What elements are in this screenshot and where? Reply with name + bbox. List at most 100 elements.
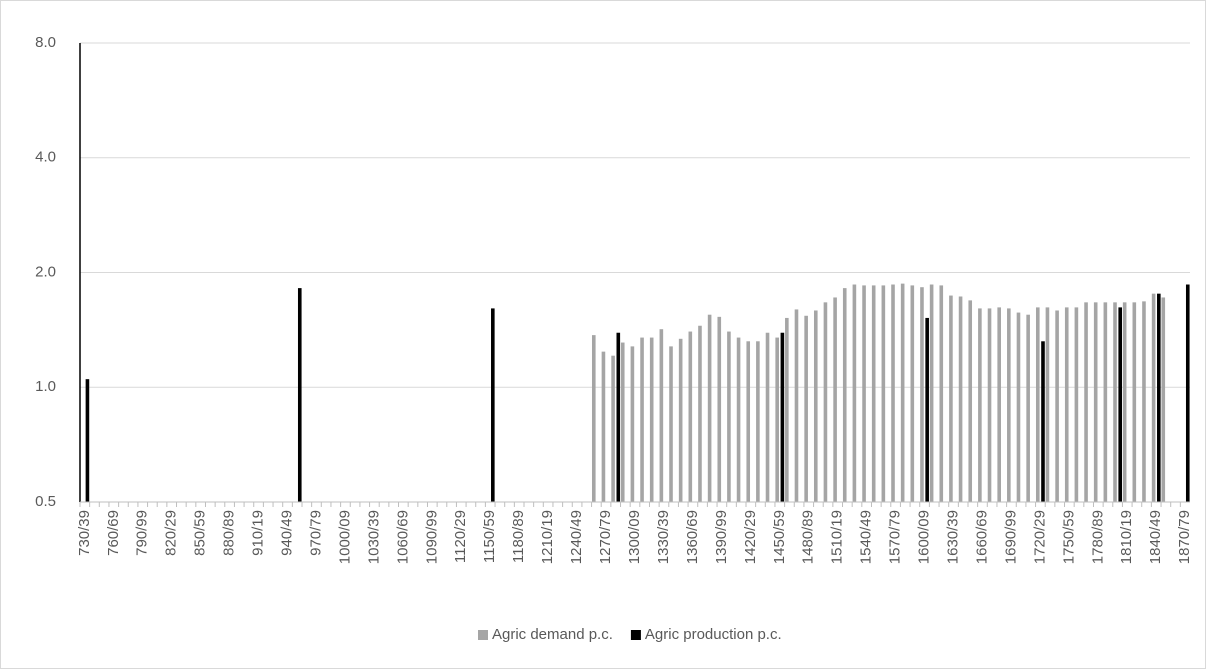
- bar: [794, 309, 799, 502]
- legend-label: Agric production p.c.: [645, 626, 782, 643]
- bar: [717, 316, 722, 502]
- bar: [756, 341, 760, 502]
- bar: [1161, 297, 1166, 502]
- bar: [881, 285, 886, 502]
- x-tick-label: 1570/79: [887, 510, 904, 564]
- y-tick-label: 2.0: [35, 263, 56, 280]
- x-tick-label: 1870/79: [1176, 510, 1193, 564]
- bar: [1113, 302, 1117, 502]
- bar: [1007, 308, 1011, 502]
- x-tick-label: 1090/99: [423, 510, 440, 564]
- x-tick-label: 730/39: [76, 510, 93, 556]
- bar: [1055, 310, 1059, 502]
- bar: [678, 338, 683, 502]
- bar: [1041, 341, 1045, 502]
- bar: [1151, 293, 1156, 502]
- bar: [939, 285, 944, 502]
- x-tick-label: 820/29: [163, 510, 180, 556]
- bar: [852, 284, 857, 502]
- x-tick-label: 1030/39: [365, 510, 382, 564]
- bar: [804, 315, 808, 502]
- bar: [813, 310, 818, 502]
- bar: [491, 308, 495, 502]
- x-tick-label: 1600/09: [916, 510, 933, 564]
- x-tick-label: 880/89: [221, 510, 238, 556]
- bar: [862, 285, 866, 502]
- legend-swatch: [630, 630, 641, 640]
- x-tick-label: 1840/49: [1147, 510, 1164, 564]
- y-tick-label: 8.0: [35, 34, 56, 51]
- bar: [1093, 302, 1098, 502]
- x-tick-label: 1420/29: [742, 510, 759, 564]
- bar: [891, 284, 895, 502]
- bar: [775, 337, 779, 502]
- x-tick-label: 1240/49: [568, 510, 585, 564]
- x-tick-label: 1270/79: [597, 510, 614, 564]
- bar: [1103, 302, 1108, 502]
- bar: [997, 307, 1001, 502]
- bar: [1084, 302, 1088, 502]
- x-tick-label: 1660/69: [973, 510, 990, 564]
- bar: [925, 317, 929, 502]
- bar: [842, 288, 847, 502]
- x-tick-label: 1120/29: [452, 510, 469, 563]
- bar: [780, 332, 785, 502]
- bar: [1122, 302, 1127, 502]
- bar: [688, 331, 693, 502]
- x-tick-label: 850/59: [192, 510, 209, 556]
- bar: [640, 337, 644, 502]
- x-tick-label: 1390/99: [713, 510, 730, 564]
- x-tick-label: 1060/69: [394, 510, 411, 564]
- bar: [591, 335, 596, 502]
- x-tick-label: 790/99: [134, 510, 151, 556]
- bar: [871, 285, 876, 502]
- bar: [1045, 307, 1050, 502]
- bar: [900, 283, 905, 502]
- bar: [1157, 293, 1161, 502]
- bar: [1074, 307, 1079, 502]
- x-tick-label: 1000/09: [336, 510, 353, 564]
- x-tick-label: 1150/59: [481, 510, 498, 563]
- bar: [1026, 314, 1030, 502]
- bar: [85, 379, 90, 502]
- x-tick-label: 1450/59: [771, 510, 788, 564]
- bar: [746, 341, 751, 502]
- bar: [929, 284, 934, 502]
- y-tick-label: 0.5: [35, 493, 56, 510]
- x-tick-label: 1210/19: [539, 510, 556, 564]
- x-tick-label: 1630/39: [944, 510, 961, 564]
- x-tick-label: 1300/09: [626, 510, 643, 564]
- bar: [649, 337, 654, 502]
- bar: [1016, 312, 1021, 502]
- bar: [601, 351, 606, 502]
- x-tick-label: 940/49: [278, 510, 295, 556]
- x-tick-label: 1480/89: [800, 510, 817, 564]
- bar: [611, 355, 615, 502]
- x-tick-label: 1540/49: [858, 510, 875, 564]
- y-tick-label: 1.0: [35, 378, 56, 395]
- legend-label: Agric demand p.c.: [492, 626, 613, 643]
- x-tick-label: 1510/19: [829, 510, 846, 564]
- bar: [920, 287, 924, 502]
- bar: [1185, 284, 1190, 502]
- bar: [987, 308, 992, 502]
- bar: [707, 314, 712, 502]
- bar: [978, 308, 982, 502]
- x-tick-label: 1180/89: [510, 510, 527, 563]
- bar: [616, 332, 621, 502]
- bar: [736, 337, 741, 502]
- x-tick-label: 1810/19: [1118, 510, 1135, 564]
- bar: [910, 285, 915, 502]
- x-tick-label: 1720/29: [1031, 510, 1048, 564]
- bar: [620, 342, 625, 502]
- bar: [785, 317, 789, 502]
- bar: [958, 296, 963, 502]
- bar: [1064, 307, 1069, 502]
- bar: [1035, 307, 1040, 502]
- bar: [669, 346, 673, 502]
- x-tick-label: 1360/69: [684, 510, 701, 564]
- x-tick-label: 970/79: [307, 510, 324, 556]
- bar: [1132, 302, 1137, 502]
- x-tick-label: 910/19: [250, 510, 267, 556]
